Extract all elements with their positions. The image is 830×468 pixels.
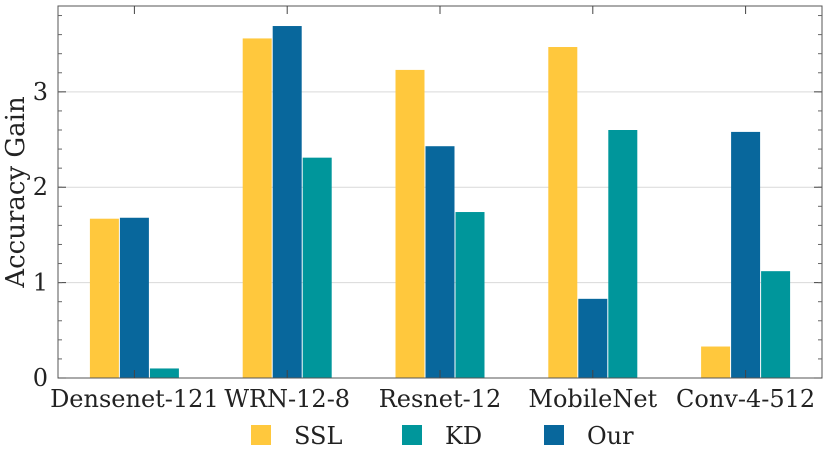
- y-tick-label: 2: [33, 173, 48, 201]
- axis-ticks: [58, 6, 822, 379]
- bar-ssl-conv-4-512: [701, 346, 731, 378]
- y-tick-labels: 0 1 2 3: [33, 78, 48, 392]
- bar-ssl-wrn-12-8: [242, 38, 272, 378]
- bar-our-wrn-12-8: [272, 26, 302, 379]
- x-tick-label: Resnet-12: [379, 385, 502, 413]
- bar-our-resnet-12: [425, 146, 455, 378]
- bar-ssl-densenet-121: [89, 218, 119, 378]
- legend-label-our: Our: [587, 422, 634, 450]
- x-tick-label: Conv-4-512: [676, 385, 815, 413]
- bar-kd-conv-4-512: [761, 271, 791, 378]
- legend-swatch-kd: [402, 425, 422, 445]
- bar-ssl-mobilenet: [548, 47, 578, 379]
- x-tick-label: MobileNet: [528, 385, 657, 413]
- bars: [89, 26, 791, 379]
- y-tick-label: 1: [33, 269, 48, 297]
- legend-swatch-our: [544, 425, 564, 445]
- y-tick-label: 0: [33, 364, 48, 392]
- bar-kd-mobilenet: [608, 130, 638, 378]
- legend-label-ssl: SSL: [294, 422, 342, 450]
- legend: SSL KD Our: [251, 422, 634, 450]
- x-tick-labels: Densenet-121 WRN-12-8 Resnet-12 MobileNet Co…: [50, 385, 815, 413]
- legend-label-kd: KD: [445, 422, 482, 450]
- bar-kd-wrn-12-8: [302, 157, 332, 378]
- bar-kd-resnet-12: [455, 212, 485, 378]
- x-tick-label: Densenet-121: [50, 385, 219, 413]
- x-tick-label: WRN-12-8: [224, 385, 350, 413]
- y-tick-label: 3: [33, 78, 48, 106]
- bar-our-densenet-121: [119, 217, 149, 378]
- legend-swatch-ssl: [251, 425, 271, 445]
- bar-our-mobilenet: [578, 298, 608, 378]
- bar-ssl-resnet-12: [395, 69, 425, 379]
- bar-our-conv-4-512: [731, 131, 761, 378]
- y-axis-label: Accuracy Gain: [1, 96, 31, 289]
- bar-kd-densenet-121: [149, 368, 179, 378]
